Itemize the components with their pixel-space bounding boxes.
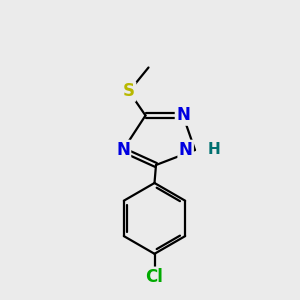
Text: H: H (208, 142, 220, 158)
Text: N: N (116, 141, 130, 159)
Text: Cl: Cl (146, 268, 164, 286)
Text: S: S (123, 82, 135, 100)
Text: N: N (176, 106, 190, 124)
Text: N: N (179, 141, 193, 159)
